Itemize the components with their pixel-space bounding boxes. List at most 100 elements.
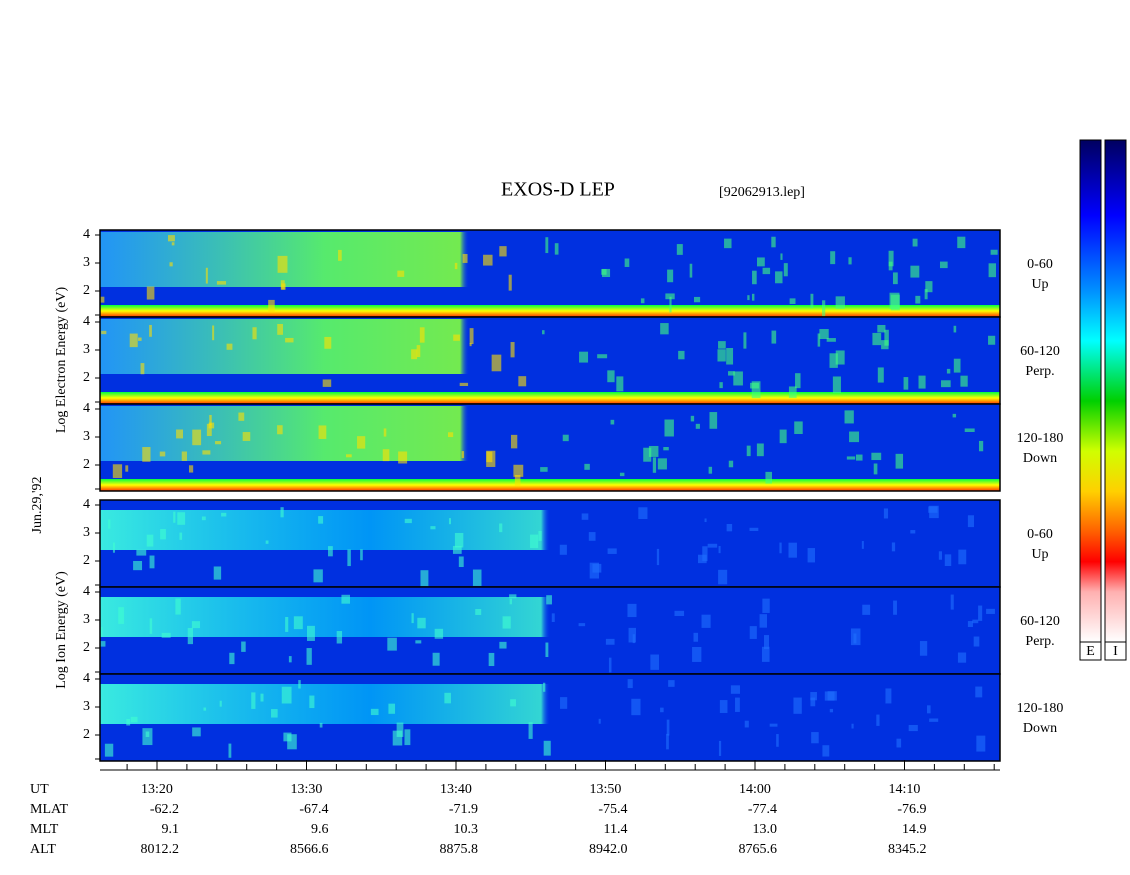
flux-patch xyxy=(733,371,743,386)
flux-patch xyxy=(607,548,617,554)
flux-patch xyxy=(306,625,315,641)
flux-patch xyxy=(988,263,996,278)
y-tick-label: 3 xyxy=(83,342,90,357)
flux-patch xyxy=(229,652,235,665)
flux-patch xyxy=(876,714,880,726)
y-tick-label: 2 xyxy=(83,370,90,385)
flux-patch xyxy=(640,298,645,304)
flux-patch xyxy=(322,379,332,387)
flux-patch xyxy=(415,640,422,644)
flux-patch xyxy=(298,680,301,689)
flux-patch xyxy=(871,452,882,461)
flux-patch xyxy=(709,412,718,429)
flux-patch xyxy=(656,548,660,566)
ephemeris-value: 8345.2 xyxy=(888,842,927,857)
flux-patch xyxy=(453,334,460,341)
flux-patch xyxy=(219,700,222,707)
flux-patch xyxy=(884,329,889,346)
low-energy-band xyxy=(100,479,1000,491)
flux-patch xyxy=(986,608,995,614)
flux-patch xyxy=(938,551,943,560)
flux-patch xyxy=(444,692,451,704)
flux-patch xyxy=(946,368,951,374)
flux-patch xyxy=(472,569,482,586)
flux-patch xyxy=(877,324,886,333)
flux-patch xyxy=(192,727,201,737)
flux-patch xyxy=(830,251,836,265)
flux-patch xyxy=(277,255,288,273)
title: EXOS-D LEP xyxy=(501,179,615,201)
panel-range: 120-180 xyxy=(1017,431,1064,446)
flux-band xyxy=(100,684,1000,724)
flux-patch xyxy=(889,292,900,310)
flux-patch xyxy=(779,429,787,444)
flux-patch xyxy=(607,370,615,383)
spectrogram-panel: 4 3 2 120-180 Down xyxy=(83,401,1064,492)
flux-patch xyxy=(941,380,951,388)
flux-patch xyxy=(251,692,256,709)
flux-patch xyxy=(543,740,551,756)
ephemeris-value: -75.4 xyxy=(598,802,627,817)
ephemeris-value: 8765.6 xyxy=(739,842,778,857)
flux-patch xyxy=(171,242,175,246)
y-tick-label: 4 xyxy=(83,584,90,599)
flux-patch xyxy=(730,685,740,694)
flux-patch xyxy=(280,280,285,290)
flux-patch xyxy=(175,598,181,615)
flux-patch xyxy=(404,518,412,524)
flux-patch xyxy=(895,453,904,469)
flux-patch xyxy=(964,428,975,432)
flux-patch xyxy=(212,325,215,341)
spectrogram-panel: 4 3 2 60-120 Perp. xyxy=(83,584,1060,675)
flux-patch xyxy=(975,686,983,698)
flux-patch xyxy=(912,238,918,247)
flux-patch xyxy=(213,566,222,580)
flux-patch xyxy=(810,692,817,701)
flux-patch xyxy=(287,734,297,750)
flux-patch xyxy=(338,249,342,261)
flux-patch xyxy=(835,296,845,309)
y-tick-label: 3 xyxy=(83,699,90,714)
ephemeris-value: 14:00 xyxy=(739,782,771,797)
flux-patch xyxy=(689,263,693,278)
flux-patch xyxy=(724,238,732,249)
flux-patch xyxy=(149,324,152,337)
flux-patch xyxy=(133,560,143,571)
flux-patch xyxy=(908,724,918,732)
y-tick-label: 3 xyxy=(83,429,90,444)
panel-range: 60-120 xyxy=(1020,344,1060,359)
flux-patch xyxy=(360,549,363,561)
flux-patch xyxy=(726,347,734,365)
flux-patch xyxy=(508,274,512,291)
panel-range: 60-120 xyxy=(1020,614,1060,629)
flux-patch xyxy=(692,646,702,662)
flux-patch xyxy=(978,440,984,452)
flux-patch xyxy=(794,421,803,434)
flux-patch xyxy=(765,471,772,484)
color-bar-label: I xyxy=(1113,644,1118,659)
flux-patch xyxy=(788,386,797,398)
flux-patch xyxy=(499,641,507,649)
flux-patch xyxy=(483,254,493,266)
flux-patch xyxy=(513,464,524,477)
flux-patch xyxy=(660,323,669,335)
flux-patch xyxy=(952,413,957,418)
flux-patch xyxy=(125,465,129,472)
flux-patch xyxy=(810,293,814,309)
flux-patch xyxy=(597,354,608,359)
flux-patch xyxy=(598,718,601,724)
panel-direction: Up xyxy=(1031,277,1048,292)
flux-patch xyxy=(206,423,212,437)
flux-patch xyxy=(967,621,973,628)
flux-patch xyxy=(756,443,764,457)
flux-patch xyxy=(462,254,468,263)
panel-direction: Perp. xyxy=(1025,364,1054,379)
flux-patch xyxy=(851,723,854,729)
flux-patch xyxy=(910,265,920,278)
flux-patch xyxy=(891,542,896,552)
y-tick-label: 3 xyxy=(83,525,90,540)
flux-patch xyxy=(285,617,289,632)
flux-patch xyxy=(205,267,208,284)
flux-patch xyxy=(146,534,154,547)
flux-band xyxy=(100,406,1000,461)
